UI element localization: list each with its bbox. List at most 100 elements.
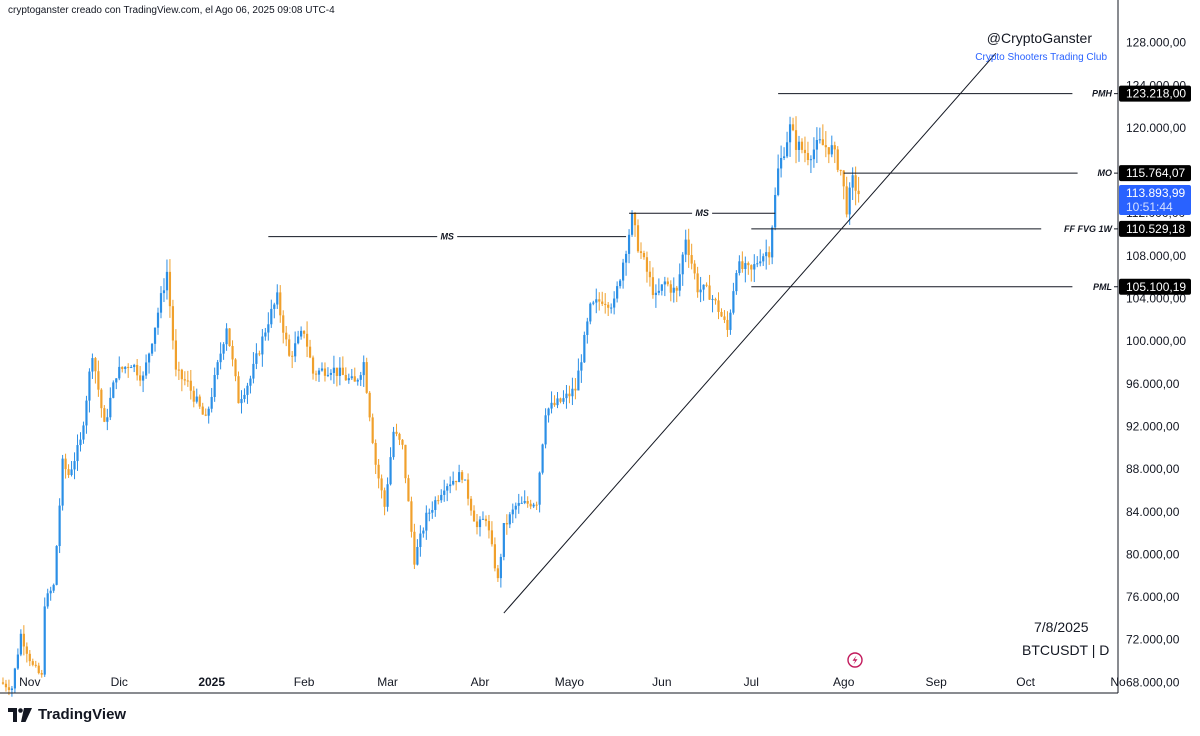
candle-body (663, 281, 666, 285)
candle (85, 395, 88, 434)
candle (371, 413, 374, 445)
candle (425, 505, 428, 540)
candle (750, 264, 753, 282)
candle (55, 545, 58, 586)
candle-body (463, 479, 467, 481)
time-tick-label: Ago (833, 675, 855, 689)
candle-body (574, 388, 577, 391)
candle-body (806, 153, 810, 161)
candle-body (121, 366, 124, 369)
price-tick-label: 104.000,00 (1126, 292, 1186, 306)
candle-body (502, 522, 505, 557)
candle (246, 382, 249, 404)
candle-body (565, 393, 568, 399)
candle-body (812, 149, 816, 160)
candle-body (1, 682, 5, 684)
candle-body (639, 251, 643, 254)
candle-body (297, 336, 300, 344)
candle (502, 522, 505, 561)
candle (803, 136, 807, 163)
level-pml: PML (751, 280, 1118, 293)
candle (356, 378, 359, 386)
candle (639, 242, 643, 259)
candle (490, 521, 494, 547)
candle-body (747, 263, 750, 266)
candle-body (43, 606, 46, 675)
candle-body (532, 504, 535, 507)
candle (428, 508, 431, 522)
candle-body (434, 500, 437, 510)
flash-icon[interactable] (847, 652, 863, 668)
candle (571, 377, 574, 406)
candle (842, 170, 845, 200)
tradingview-logo-icon (8, 707, 32, 722)
time-tick-label: Feb (294, 675, 315, 689)
candle (64, 453, 67, 479)
candle (598, 292, 601, 311)
candle (142, 371, 145, 393)
candle-body (529, 503, 532, 507)
candle-body (225, 328, 228, 345)
candle-body (162, 290, 166, 294)
candle (380, 474, 383, 499)
level-tag-bg (1072, 87, 1114, 100)
candle (729, 309, 732, 335)
candle (443, 479, 446, 502)
trendline[interactable] (503, 52, 997, 614)
candle-body (144, 362, 148, 376)
candle (765, 239, 768, 270)
candle (777, 154, 780, 197)
candle-body (660, 284, 663, 291)
candle-body (627, 234, 631, 254)
candle (532, 502, 535, 509)
date-label: 7/8/2025 (1034, 619, 1089, 635)
candle (633, 212, 637, 237)
candle-body (240, 399, 243, 404)
candle-body (13, 668, 17, 689)
candle-body (246, 385, 249, 395)
time-axis[interactable]: Nov Dic 2025 Feb Mar Abr Mayo Jun Jul Ago Sep Oct No (19, 675, 1126, 689)
candle (127, 363, 130, 378)
candle-body (195, 396, 198, 402)
candle (112, 380, 115, 399)
candle-body (76, 445, 79, 462)
candle (311, 355, 315, 380)
candle (517, 493, 520, 514)
price-axis[interactable]: 68.000,00 72.000,00 76.000,00 80.000,00 84.0… (1126, 36, 1186, 690)
candle (341, 356, 344, 376)
candle (493, 537, 497, 572)
candle (553, 395, 556, 407)
candle-body (636, 225, 640, 252)
candle (359, 371, 362, 387)
candle (809, 155, 813, 174)
candle-body (604, 303, 607, 305)
candle (735, 270, 738, 295)
time-tick-label: Dic (111, 675, 128, 689)
candle (732, 282, 735, 315)
ms-tag-bg (437, 230, 458, 243)
candle-body (55, 546, 58, 585)
candle (234, 358, 237, 382)
price-badges: 123.218,00 115.764,07 110.529,18 105.100,19… (1119, 85, 1191, 295)
candle (392, 426, 395, 460)
candle-body (237, 376, 240, 404)
candle-body (499, 556, 502, 579)
level-tag-bg (1072, 280, 1114, 293)
candle-body (25, 646, 28, 654)
tradingview-brand[interactable]: TradingView (8, 706, 126, 723)
candle (165, 259, 169, 300)
candle-body (666, 281, 669, 285)
candle (210, 387, 213, 413)
time-tick-label: Mayo (555, 675, 585, 689)
candle-body (320, 368, 324, 371)
candle-body (517, 502, 520, 506)
candle (347, 373, 350, 384)
candle-body (300, 330, 303, 337)
candle-body (523, 501, 526, 503)
candle (523, 490, 526, 505)
candle (565, 384, 568, 409)
candle (413, 523, 416, 570)
candle-body (514, 505, 517, 510)
candle (702, 284, 705, 301)
